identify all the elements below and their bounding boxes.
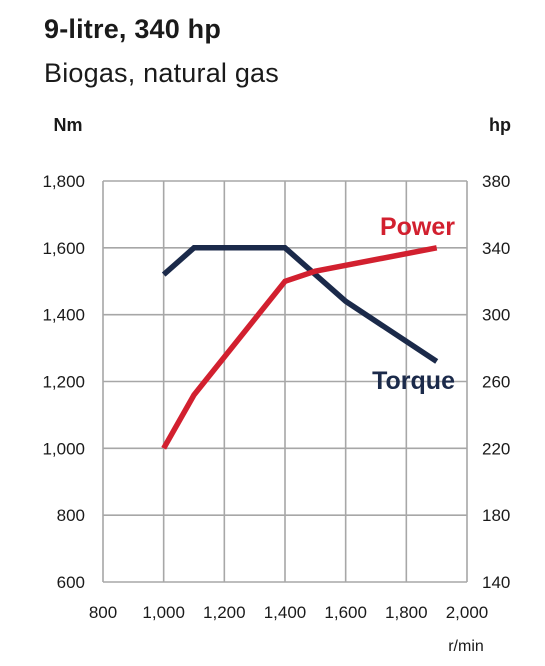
- y-left-tick-label: 1,800: [42, 172, 85, 191]
- y-right-tick-label: 340: [482, 239, 510, 258]
- y-right-tick-label: 260: [482, 373, 510, 392]
- series-label-power: Power: [380, 213, 455, 241]
- y-left-tick-label: 1,400: [42, 306, 85, 325]
- y-left-tick-label: 800: [57, 506, 85, 525]
- y-left-tick-label: 1,600: [42, 239, 85, 258]
- x-tick-label: 1,000: [142, 603, 185, 622]
- x-axis-label: r/min: [448, 638, 484, 655]
- chart-subtitle: Biogas, natural gas: [44, 58, 279, 88]
- series-lines: [161, 245, 439, 450]
- series-line-torque: [161, 245, 439, 364]
- x-tick-label: 1,400: [264, 603, 307, 622]
- series-line-power: [161, 245, 438, 450]
- y-left-tick-label: 1,000: [42, 439, 85, 458]
- y-left-tick-label: 600: [57, 573, 85, 592]
- x-tick-label: 1,600: [324, 603, 367, 622]
- y-left-tick-label: 1,200: [42, 373, 85, 392]
- y-axis-right-ticks: 140 180 220 260 300 340 380: [482, 172, 510, 592]
- grid: [102, 180, 468, 583]
- chart-title: 9-litre, 340 hp: [44, 14, 222, 44]
- x-tick-label: 2,000: [446, 603, 489, 622]
- y-axis-left-label: Nm: [53, 115, 82, 135]
- y-right-tick-label: 140: [482, 573, 510, 592]
- y-right-tick-label: 380: [482, 172, 510, 191]
- x-tick-label: 1,800: [385, 603, 428, 622]
- x-tick-label: 800: [89, 603, 117, 622]
- x-axis-ticks: 800 1,000 1,200 1,400 1,600 1,800 2,000: [89, 603, 488, 622]
- series-label-torque: Torque: [372, 367, 455, 395]
- y-axis-left-ticks: 600 800 1,000 1,200 1,400 1,600 1,800: [42, 172, 85, 592]
- y-right-tick-label: 220: [482, 439, 510, 458]
- x-tick-label: 1,200: [203, 603, 246, 622]
- y-axis-right-label: hp: [489, 115, 511, 135]
- y-right-tick-label: 300: [482, 306, 510, 325]
- y-right-tick-label: 180: [482, 506, 510, 525]
